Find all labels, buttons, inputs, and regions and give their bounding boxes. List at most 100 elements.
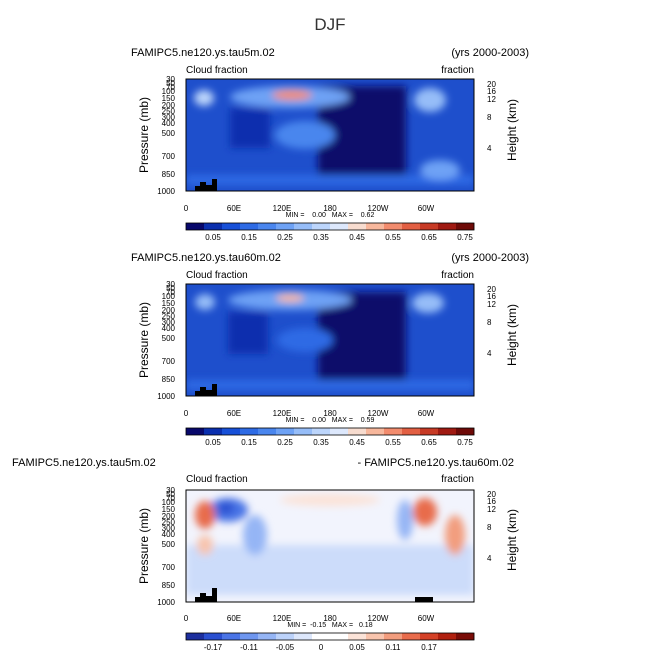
colorbar-swatch [186,633,205,640]
y-tick-label: 50 [166,490,175,499]
colorbar-swatch [240,633,259,640]
panel-2-y-axis-label: Pressure (mb) [137,302,151,378]
colorbar-swatch [384,428,403,435]
colorbar-swatch [438,428,457,435]
panel-2-x-ticks: 0 60E 120E 180 120W 60W [184,409,435,418]
x-tick-label: 180 [323,409,337,418]
panel-1-y-ticks-right: 20 16 12 8 4 [487,80,496,153]
panel-3-plot-area [186,490,474,602]
colorbar-label: 0.65 [421,233,437,242]
y-right-tick-label: 4 [487,554,492,563]
y-tick-label: 850 [162,375,176,384]
y-tick-label: 70 [166,494,175,503]
colorbar-label: -0.17 [204,643,223,652]
panel-1-topography [195,179,217,191]
panel-3-weak-negative-lower [186,545,474,595]
panel-1-units-label: fraction [441,65,474,76]
y-tick-label: 200 [162,306,176,315]
panel-2-upper-cloud-east [412,293,444,313]
panel-1-colorbar: 0.05 0.15 0.25 0.35 0.45 0.55 0.65 0.75 [185,222,475,242]
panel-1-x-ticks: 0 60E 120E 180 120W 60W [184,204,435,213]
panel-3-positive-upper-band [280,494,380,506]
panel-1-upper-cloud-east [414,88,446,112]
y-tick-label: 500 [162,334,176,343]
panel-3-min-max: MIN = -0.15 MAX = 0.18 [287,622,372,629]
panel-2-y-ticks: 30 50 70 100 150 200 250 300 400 500 700… [157,280,175,401]
panel-2: FAMIPC5.ne120.ys.tau60m.02 (yrs 2000-200… [131,252,529,447]
colorbar-swatch [330,223,349,230]
colorbar-swatch [420,633,439,640]
panel-2-topography [195,384,217,396]
colorbar-swatch [456,633,475,640]
x-tick-label: 0 [184,204,189,213]
y-tick-label: 400 [162,324,176,333]
colorbar-swatch [366,633,385,640]
colorbar-label: 0.45 [349,233,365,242]
y-tick-label: 700 [162,563,176,572]
y-tick-label: 850 [162,581,176,590]
panel-2-low-cloud-band [186,380,474,390]
colorbar-label: 0.15 [241,233,257,242]
y-tick-label: 30 [166,75,175,84]
x-tick-label: 180 [323,614,337,623]
panel-1: FAMIPC5.ne120.ys.tau5m.02 (yrs 2000-2003… [131,47,529,242]
panel-3-variable-label: Cloud fraction [186,474,248,485]
colorbar-swatch [276,633,295,640]
panel-2-min-max: MIN = 0.00 MAX = 0.59 [286,417,375,424]
panel-1-plot-frame [185,78,475,192]
panel-1-low-cloud-band [186,175,474,185]
colorbar-label: 0.35 [313,438,329,447]
colorbar-swatch [402,633,421,640]
y-tick-label: 400 [162,530,176,539]
y-tick-label: 400 [162,119,176,128]
panel-3-topography-west [195,588,217,602]
y-tick-label: 100 [162,87,176,96]
colorbar-label: 0.05 [205,233,221,242]
y-right-tick-label: 20 [487,80,496,89]
panel-2-colorbar: 0.05 0.15 0.25 0.35 0.45 0.55 0.65 0.75 [185,427,475,447]
colorbar-swatch [240,428,259,435]
y-tick-label: 1000 [157,187,175,196]
panel-2-plot-area [186,284,474,396]
colorbar-swatch [330,633,349,640]
panel-2-right-title: (yrs 2000-2003) [451,252,529,264]
colorbar-swatch [222,428,241,435]
y-right-tick-label: 4 [487,349,492,358]
panel-3-positive-upper-east [413,498,437,526]
x-tick-label: 60E [227,409,241,418]
colorbar-label: 0.65 [421,438,437,447]
panel-2-upper-cloud-west [195,294,215,310]
y-right-tick-label: 8 [487,113,492,122]
colorbar-swatch [420,428,439,435]
y-right-tick-label: 8 [487,318,492,327]
panel-3-units-label: fraction [441,474,474,485]
colorbar-swatch [348,223,367,230]
colorbar-swatch [294,223,313,230]
x-tick-label: 120W [368,614,389,623]
panel-1-right-title: (yrs 2000-2003) [451,47,529,59]
colorbar-frame [185,222,475,231]
colorbar-swatch [366,428,385,435]
panel-1-upper-cloud-max [272,90,312,100]
y-tick-label: 250 [162,518,176,527]
x-tick-label: 0 [184,614,189,623]
panel-1-y-axis-label: Pressure (mb) [137,97,151,173]
colorbar-swatch [276,223,295,230]
y-right-tick-label: 16 [487,292,496,301]
y-tick-label: 200 [162,101,176,110]
panel-3-y-axis-label: Pressure (mb) [137,508,151,584]
panel-2-plot-frame [185,283,475,397]
colorbar-swatch [222,633,241,640]
y-tick-label: 300 [162,113,176,122]
y-tick-label: 150 [162,505,176,514]
colorbar-swatch [456,428,475,435]
colorbar-swatch [456,223,475,230]
x-tick-label: 180 [323,204,337,213]
y-tick-label: 250 [162,107,176,116]
y-right-tick-label: 12 [487,505,496,514]
y-tick-label: 150 [162,299,176,308]
colorbar-swatch [402,428,421,435]
panel-2-y-ticks-right: 20 16 12 8 4 [487,285,496,358]
y-tick-label: 250 [162,312,176,321]
